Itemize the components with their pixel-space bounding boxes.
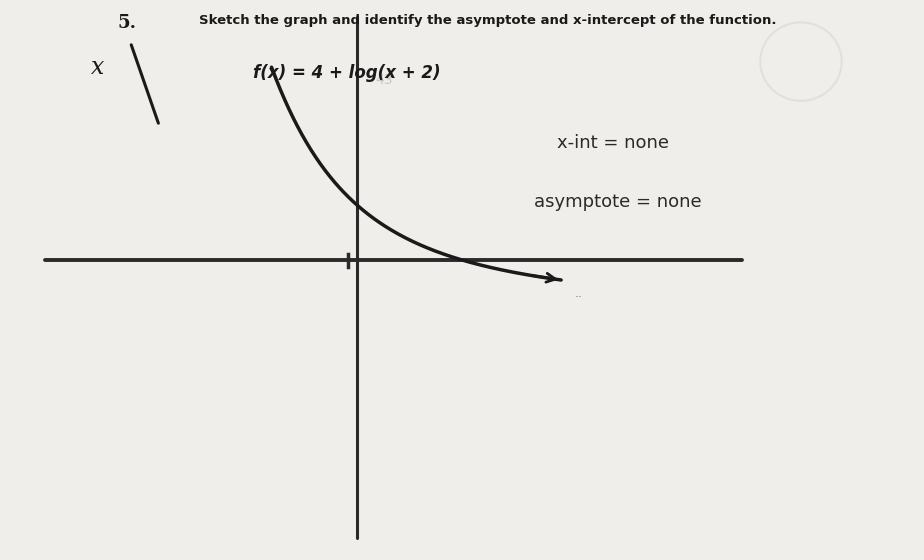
Text: 5.: 5. bbox=[117, 14, 137, 32]
Text: asymptote = none: asymptote = none bbox=[534, 193, 701, 211]
Text: ..: .. bbox=[575, 287, 583, 300]
Text: x-int = none: x-int = none bbox=[556, 134, 669, 152]
Text: x: x bbox=[91, 56, 103, 79]
Text: Sketch the graph and identify the asymptote and x-intercept of the function.: Sketch the graph and identify the asympt… bbox=[199, 14, 776, 27]
Text: f(x) = 4 + log(x + 2): f(x) = 4 + log(x + 2) bbox=[253, 64, 441, 82]
Text: 43: 43 bbox=[375, 73, 393, 87]
